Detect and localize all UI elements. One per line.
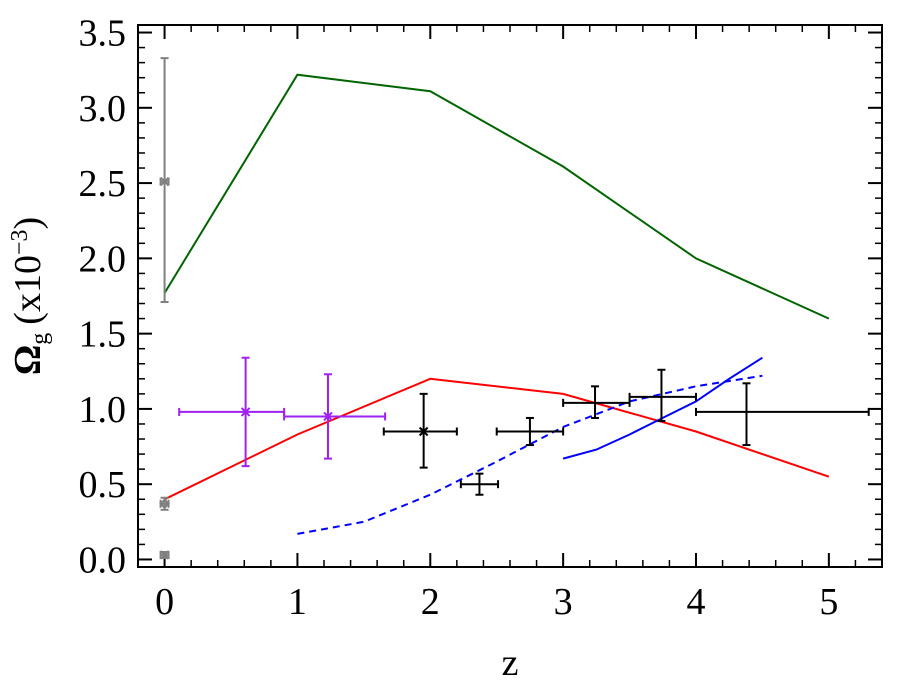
- x-tick-label: 4: [687, 581, 706, 623]
- x-tick-label: 0: [155, 581, 174, 623]
- series-line-0: [163, 73, 830, 320]
- plot-frame: [137, 24, 883, 568]
- y-tick-label: 1.0: [79, 389, 127, 431]
- x-marker: [159, 176, 170, 187]
- y-tick-label: 0.0: [79, 539, 127, 581]
- error-point-4: [283, 373, 387, 460]
- series-line-3: [562, 356, 763, 460]
- x-axis-title: z: [502, 642, 519, 684]
- y-tick-label: 2.5: [79, 163, 127, 205]
- y-tick-label: 2.0: [79, 238, 127, 280]
- x-marker: [323, 411, 333, 422]
- x-tick-label: 5: [819, 581, 838, 623]
- series-line-1: [164, 377, 830, 501]
- y-axis-title-omega: Ω: [7, 345, 49, 375]
- x-marker: [418, 426, 429, 437]
- error-points-layer: [159, 57, 870, 560]
- error-point-9: [628, 368, 697, 422]
- y-tick-label: 1.5: [79, 314, 127, 356]
- y-tick-label: 3.5: [79, 13, 127, 55]
- x-tick-label: 2: [421, 581, 440, 623]
- y-axis-title-close: ): [7, 217, 49, 230]
- y-tick-label: 3.0: [79, 88, 127, 130]
- x-tick-label: 1: [288, 581, 307, 623]
- error-point-7: [495, 416, 565, 447]
- diamond-marker: [159, 498, 170, 510]
- error-point-2: [159, 496, 170, 511]
- x-tick-label: 3: [554, 581, 573, 623]
- axis-ticks: [137, 25, 883, 567]
- y-axis-title-sub: g: [27, 333, 53, 345]
- series-line-2: [297, 374, 763, 535]
- series-layer: [163, 73, 830, 535]
- error-point-10: [695, 382, 870, 447]
- tick-labels: 0 1 2 3 4 5 0.0 0.5 1.0 1.5 2.0 2.5 3.0 3.5: [79, 13, 839, 623]
- x-marker: [240, 407, 251, 417]
- error-point-1: [159, 550, 170, 560]
- error-point-5: [382, 392, 458, 469]
- y-tick-label: 0.5: [79, 464, 127, 506]
- x-marker: [159, 550, 170, 560]
- error-point-0: [159, 57, 170, 304]
- error-point-6: [459, 472, 500, 496]
- error-point-3: [178, 356, 286, 468]
- y-axis-title-sup: −3: [7, 230, 33, 256]
- y-axis-title: Ωg (x10−3): [7, 217, 53, 375]
- y-axis-title-paren: (x10: [7, 255, 49, 325]
